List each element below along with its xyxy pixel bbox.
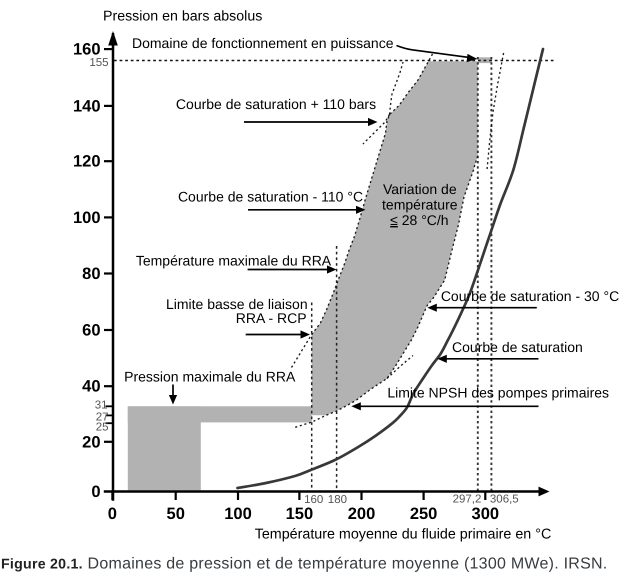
svg-text:200: 200 (348, 505, 376, 523)
svg-text:306,5: 306,5 (490, 494, 519, 506)
svg-text:Pression maximale du RRA: Pression maximale du RRA (124, 369, 296, 385)
svg-text:Variation de: Variation de (383, 181, 457, 197)
svg-text:Limite basse de liaison: Limite basse de liaison (166, 296, 308, 312)
svg-text:50: 50 (167, 505, 185, 523)
svg-text:100: 100 (73, 209, 101, 227)
svg-text:160: 160 (304, 494, 323, 506)
svg-text:0: 0 (91, 483, 100, 501)
svg-text:27: 27 (96, 412, 109, 424)
svg-text:140: 140 (73, 97, 101, 115)
svg-text:160: 160 (73, 41, 101, 59)
svg-text:Courbe de saturation: Courbe de saturation (452, 339, 583, 355)
svg-text:250: 250 (410, 505, 438, 523)
svg-text:≤ 28 °C/h: ≤ 28 °C/h (390, 212, 448, 228)
svg-text:20: 20 (82, 433, 100, 451)
svg-text:Courbe de saturation + 110 bar: Courbe de saturation + 110 bars (176, 96, 376, 112)
svg-text:120: 120 (73, 153, 101, 171)
svg-text:Pression en bars absolus: Pression en bars absolus (103, 9, 262, 25)
svg-text:25: 25 (96, 422, 109, 434)
svg-text:Courbe de saturation - 30 °C: Courbe de saturation - 30 °C (441, 288, 619, 304)
svg-text:100: 100 (224, 505, 252, 523)
svg-text:Température maximale du RRA: Température maximale du RRA (136, 253, 332, 269)
svg-text:Température moyenne du fluide: Température moyenne du fluide primaire e… (255, 527, 552, 543)
svg-text:Limite NPSH des pompes primair: Limite NPSH des pompes primaires (387, 385, 609, 401)
svg-text:150: 150 (286, 505, 314, 523)
svg-text:0: 0 (108, 505, 117, 523)
svg-text:Courbe de saturation - 110 °C: Courbe de saturation - 110 °C (178, 189, 363, 205)
svg-text:Figure 20.1. Domaines de press: Figure 20.1. Domaines de pression et de … (1, 556, 608, 573)
svg-text:297,2: 297,2 (453, 494, 482, 506)
svg-text:60: 60 (82, 322, 100, 340)
svg-text:300: 300 (472, 505, 500, 523)
svg-text:31: 31 (95, 400, 108, 412)
svg-text:180: 180 (328, 494, 347, 506)
svg-text:80: 80 (82, 265, 100, 283)
svg-text:40: 40 (82, 378, 100, 396)
svg-text:155: 155 (89, 57, 108, 69)
svg-text:température: température (382, 197, 458, 213)
svg-text:RRA - RCP: RRA - RCP (236, 310, 307, 326)
svg-text:Domaine de fonctionnement en p: Domaine de fonctionnement en puissance (132, 35, 394, 51)
